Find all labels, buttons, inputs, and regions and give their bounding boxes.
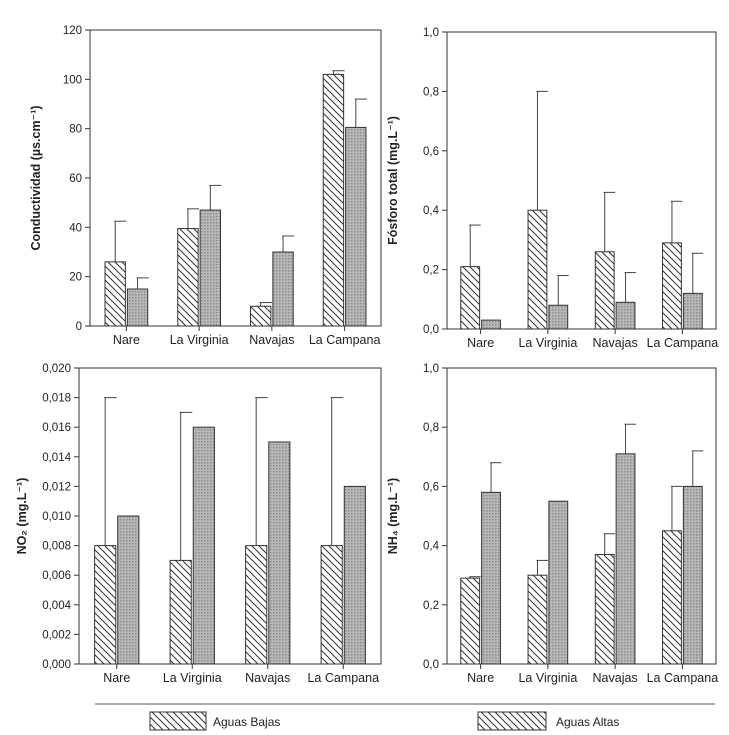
bar-aguas-bajas-la-campana	[320, 545, 343, 665]
y-tick-label: 1,0	[423, 27, 439, 39]
x-tick-label: Nare	[103, 671, 130, 685]
bar-aguas-bajas-navajas	[250, 305, 272, 327]
bar-aguas-altas-la-virginia	[548, 500, 569, 665]
y-tick-label: 0,6	[423, 146, 439, 158]
bar-aguas-bajas-nare	[94, 545, 117, 665]
bar-aguas-bajas-la-virginia	[169, 559, 192, 665]
x-tick-label: Navajas	[245, 671, 290, 685]
y-tick-label: 0,018	[42, 393, 71, 405]
bar-aguas-altas-nare	[126, 288, 149, 327]
y-tick-label: 60	[69, 173, 82, 185]
chart-panel-3: 0,000 0,002 0,004 0,006 0,008 0,010 0,012 0,014…	[15, 363, 382, 685]
bar-aguas-altas-nare	[481, 491, 501, 665]
plot-frame	[446, 31, 717, 330]
bar-aguas-bajas-nare	[460, 266, 481, 330]
y-tick-label: 0,2	[423, 265, 439, 277]
chart-panel-1: 0 20 40 60 80 100 120 Conductividad (µs.cm⁻¹) Na…	[29, 25, 382, 347]
x-tick-label: La Virginia	[170, 333, 229, 347]
bar-aguas-altas-la-virginia	[548, 304, 569, 330]
y-tick-label: 1,0	[423, 363, 439, 375]
legend-swatch-aguas-bajas	[149, 711, 207, 731]
y-tick-label: 0,2	[423, 600, 439, 612]
y-axis-label: NH₄ (mg.L⁻¹)	[386, 478, 400, 554]
y-tick-label: 0,000	[42, 659, 71, 671]
y-tick-label: 80	[69, 124, 82, 136]
bar-aguas-bajas-navajas	[245, 545, 268, 665]
bar-aguas-bajas-la-campana	[662, 242, 682, 330]
bar-aguas-bajas-la-campana	[662, 530, 682, 665]
x-tick-label: La Campana	[647, 336, 719, 350]
y-tick-label: 0,8	[423, 86, 439, 98]
bar-aguas-altas-navajas	[272, 251, 294, 327]
y-tick-label: 0,0	[423, 324, 439, 336]
bar-aguas-altas-nare	[481, 319, 501, 330]
x-tick-label: La Campana	[647, 671, 719, 685]
bar-aguas-altas-navajas	[615, 301, 636, 330]
x-tick-label: Nare	[467, 671, 494, 685]
y-tick-label: 120	[63, 25, 82, 37]
y-tick-label: 0,6	[423, 481, 439, 493]
x-tick-label: La Virginia	[518, 336, 577, 350]
x-tick-label: Navajas	[593, 336, 638, 350]
y-tick-label: 20	[69, 272, 82, 284]
y-axis-label: Conductividad (µs.cm⁻¹)	[29, 105, 43, 250]
legend-label-aguas-altas: Aguas Altas	[556, 715, 619, 729]
plot-frame	[446, 367, 717, 665]
bar-aguas-bajas-navajas	[594, 251, 615, 330]
y-tick-label: 0	[76, 321, 82, 333]
bar-aguas-bajas-la-virginia	[527, 209, 548, 330]
bar-aguas-bajas-nare	[104, 261, 126, 327]
bar-aguas-altas-la-campana	[682, 292, 703, 330]
bar-aguas-bajas-la-virginia	[177, 228, 199, 327]
legend-swatch-aguas-altas	[477, 711, 547, 731]
y-tick-label: 0,006	[42, 570, 71, 582]
y-tick-label: 0,016	[42, 422, 71, 434]
y-tick-label: 0,8	[423, 422, 439, 434]
bar-aguas-bajas-la-virginia	[527, 574, 548, 665]
bar-aguas-altas-la-campana	[345, 126, 367, 327]
chart-panel-2: 0,0 0,2 0,4 0,6 0,8 1,0 Fósforo total (mg.L⁻¹)…	[386, 27, 718, 350]
y-tick-label: 0,002	[42, 629, 71, 641]
y-tick-label: 100	[63, 74, 82, 86]
y-tick-label: 0,004	[42, 600, 71, 612]
x-tick-label: Nare	[467, 336, 494, 350]
y-tick-label: 0,020	[42, 363, 71, 375]
y-tick-label: 0,014	[42, 452, 71, 464]
bar-aguas-altas-nare	[117, 515, 140, 665]
y-tick-label: 0,4	[423, 541, 440, 553]
x-tick-label: Navajas	[593, 671, 638, 685]
y-tick-label: 0,4	[423, 205, 440, 217]
y-tick-label: 0,008	[42, 541, 71, 553]
bar-aguas-altas-la-campana	[682, 485, 703, 665]
bar-aguas-altas-la-virginia	[199, 209, 221, 327]
bar-aguas-bajas-navajas	[594, 553, 615, 665]
bar-aguas-altas-navajas	[615, 453, 636, 665]
y-tick-label: 40	[69, 222, 82, 234]
bar-aguas-altas-la-campana	[343, 485, 366, 665]
y-tick-label: 0,010	[42, 511, 71, 523]
bar-aguas-altas-navajas	[268, 441, 291, 665]
bar-aguas-bajas-nare	[460, 577, 481, 665]
legend: Aguas Bajas Aguas Altas	[149, 711, 619, 731]
x-tick-label: Navajas	[249, 333, 294, 347]
y-axis-label: Fósforo total (mg.L⁻¹)	[386, 116, 400, 245]
y-tick-label: 0,012	[42, 481, 71, 493]
x-tick-label: La Campana	[307, 671, 379, 685]
x-tick-label: Nare	[113, 333, 140, 347]
x-tick-label: La Virginia	[518, 671, 577, 685]
bar-aguas-altas-la-virginia	[192, 426, 215, 665]
y-tick-label: 0,0	[423, 659, 439, 671]
x-tick-label: La Campana	[309, 333, 381, 347]
chart-panel-4: 0,0 0,2 0,4 0,6 0,8 1,0 NH₄ (mg.L⁻¹) Nare La Vir…	[386, 363, 718, 685]
y-axis-label: NO₂ (mg.L⁻¹)	[15, 478, 29, 555]
bar-aguas-bajas-la-campana	[322, 73, 345, 327]
x-tick-label: La Virginia	[163, 671, 222, 685]
legend-label-aguas-bajas: Aguas Bajas	[213, 715, 280, 729]
